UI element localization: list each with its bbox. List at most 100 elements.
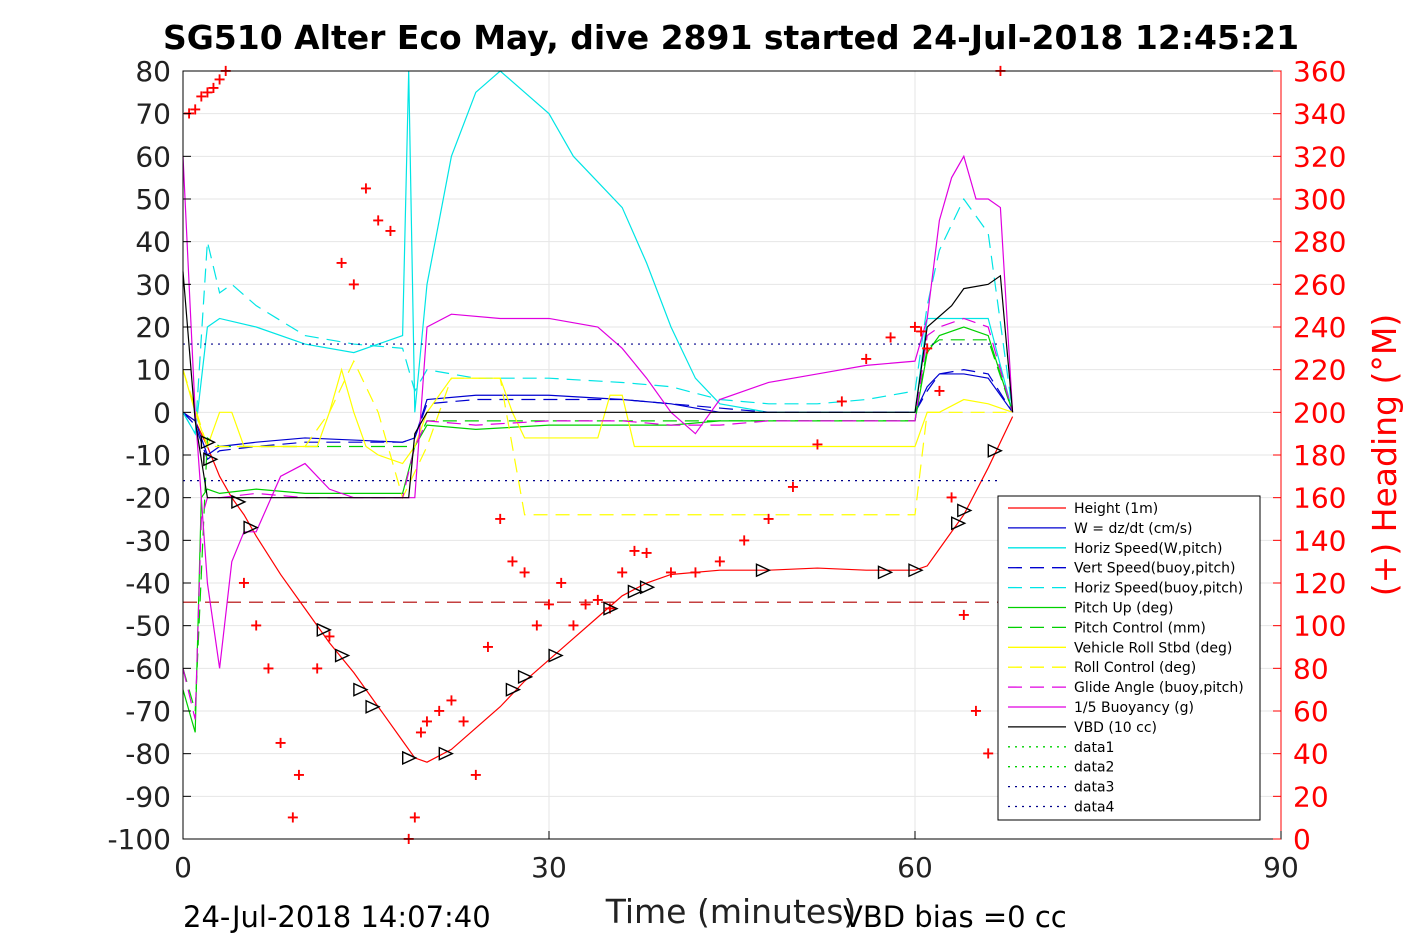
legend-label: VBD (10 cc): [1074, 720, 1157, 736]
heading-marker: +: [689, 562, 702, 581]
y-tick-label: -90: [125, 780, 171, 813]
heading-marker: +: [554, 573, 567, 592]
series-line: [182, 339, 1014, 712]
heading-marker: +: [292, 765, 305, 784]
y2-tick-label: 140: [1293, 524, 1346, 557]
heading-marker: +: [481, 637, 494, 656]
y-tick-label: 60: [135, 140, 171, 173]
triangle-marker: [243, 520, 259, 535]
triangle-marker: [639, 580, 656, 595]
footer-vbd-bias: VBD bias =0 cc: [843, 900, 1067, 934]
heading-marker: +: [530, 616, 543, 635]
legend-label: Vert Speed(buoy,pitch): [1074, 561, 1236, 577]
y2-tick-label: 340: [1293, 98, 1346, 131]
series-line: [182, 154, 1014, 669]
triangle-marker: [908, 563, 924, 578]
heading-marker: +: [414, 722, 427, 741]
series-lines: [182, 70, 1014, 763]
heading-marker: +: [664, 562, 677, 581]
y2-tick-label: 200: [1293, 396, 1346, 429]
y2-tick-label: 360: [1293, 55, 1346, 88]
heading-marker: +: [969, 701, 982, 720]
heading-marker: +: [640, 543, 653, 562]
heading-marker: +: [432, 701, 445, 720]
triangle-marker: [203, 452, 219, 467]
y-tick-label: -20: [125, 482, 171, 515]
heading-marker: +: [957, 605, 970, 624]
heading-marker: +: [188, 99, 201, 118]
triangle-marker: [505, 682, 522, 697]
legend-label: Horiz Speed(W,pitch): [1074, 541, 1222, 557]
y2-tick-label: 180: [1293, 439, 1346, 472]
triangle-marker: [334, 648, 351, 663]
y2-tick-label: 40: [1293, 738, 1329, 771]
legend-label: 1/5 Buoyancy (g): [1074, 700, 1194, 716]
heading-marker: +: [469, 765, 482, 784]
heading-marker: +: [859, 349, 872, 368]
y2-tick-label: 60: [1293, 695, 1329, 728]
series-line: [182, 369, 1014, 461]
triangle-markers: [200, 435, 1003, 766]
y-tick-label: -100: [107, 823, 171, 856]
heading-marker: +: [542, 594, 555, 613]
heading-marker: +: [493, 509, 506, 528]
triangle-marker: [402, 750, 418, 766]
legend-label: Pitch Up (deg): [1074, 601, 1173, 617]
y2-tick-label: 160: [1293, 482, 1346, 515]
y2-tick-label: 20: [1293, 780, 1329, 813]
heading-marker: +: [457, 712, 470, 731]
series-line: [182, 367, 1013, 465]
heading-marker: +: [713, 552, 726, 571]
y-tick-label: -80: [125, 738, 171, 771]
legend-label: Vehicle Roll Stbd (deg): [1074, 640, 1232, 656]
triangle-marker: [438, 746, 454, 761]
x-tick-label: 0: [174, 851, 192, 884]
heading-marker: +: [591, 590, 604, 609]
heading-marker: +: [884, 328, 897, 347]
y2-tick-label: 220: [1293, 354, 1346, 387]
y2-tick-label: 300: [1293, 183, 1346, 216]
series-line: [182, 326, 1014, 733]
triangle-marker: [877, 565, 894, 580]
y2-tick-label: 0: [1293, 823, 1311, 856]
heading-marker: +: [371, 210, 384, 229]
y-tick-label: 20: [135, 311, 171, 344]
heading-marker: +: [914, 321, 927, 340]
triangle-marker: [627, 584, 644, 599]
heading-marker: +: [408, 808, 421, 827]
heading-marker: +: [835, 392, 848, 411]
heading-markers: ++++++++++++++++++++++++++++++++++++++++…: [182, 61, 1007, 848]
legend-label: Pitch Control (mm): [1074, 620, 1206, 636]
legend-label: data2: [1074, 760, 1114, 776]
heading-marker: +: [237, 573, 250, 592]
legend-label: Horiz Speed(buoy,pitch): [1074, 581, 1243, 597]
legend-label: data1: [1074, 740, 1114, 756]
heading-marker: +: [249, 616, 262, 635]
heading-marker: +: [786, 477, 799, 496]
y-tick-label: 50: [135, 183, 171, 216]
heading-marker: +: [213, 70, 226, 89]
y-tick-label: -60: [125, 652, 171, 685]
heading-marker: +: [420, 712, 433, 731]
heading-marker: +: [933, 381, 946, 400]
triangle-marker: [951, 516, 967, 531]
heading-marker: +: [323, 626, 336, 645]
triangle-marker: [517, 669, 534, 684]
legend-label: Roll Control (deg): [1074, 660, 1196, 676]
triangle-marker: [200, 435, 217, 450]
y-tick-label: -50: [125, 610, 171, 643]
heading-marker: +: [286, 808, 299, 827]
heading-marker: +: [347, 274, 360, 293]
triangle-marker: [548, 648, 564, 663]
heading-marker: +: [737, 530, 750, 549]
series-line: [182, 411, 1014, 763]
chart-title: SG510 Alter Eco May, dive 2891 started 2…: [162, 18, 1300, 57]
heading-marker: +: [384, 221, 397, 240]
series-line: [182, 359, 1013, 516]
heading-marker: +: [262, 658, 275, 677]
heading-marker: +: [908, 317, 921, 336]
y2-axis-label: (+) Heading (°M): [1365, 314, 1404, 596]
triangle-marker: [353, 682, 369, 697]
series-line: [182, 271, 1014, 499]
